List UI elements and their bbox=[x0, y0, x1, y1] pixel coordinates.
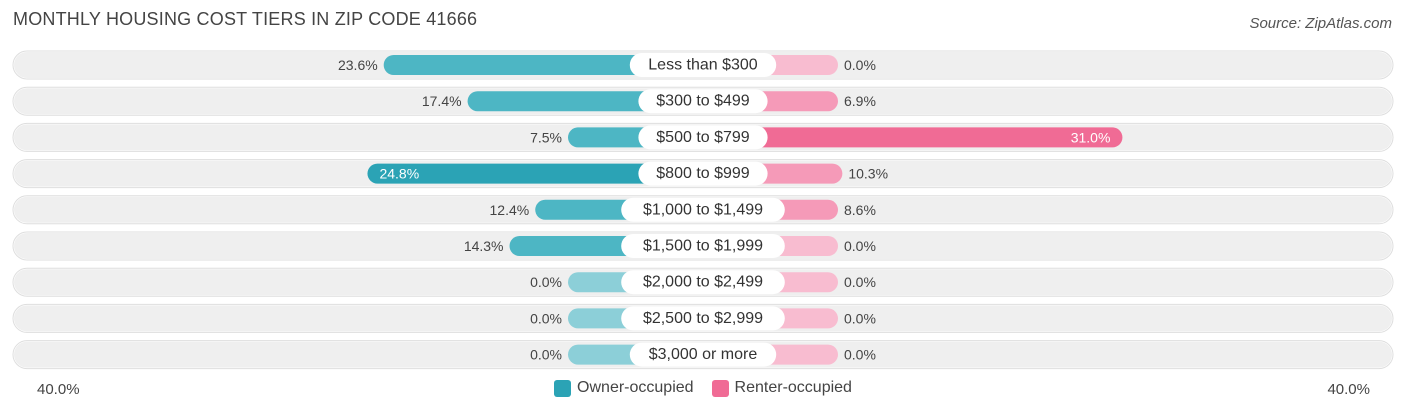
legend-owner-label: Owner-occupied bbox=[577, 379, 694, 396]
category-label: Less than $300 bbox=[648, 57, 758, 74]
axis-left-label: 40.0% bbox=[37, 381, 80, 398]
category-label-pill bbox=[638, 125, 768, 150]
legend-owner: Owner-occupied bbox=[554, 379, 694, 397]
legend-renter-label: Renter-occupied bbox=[734, 379, 852, 396]
renter-bar bbox=[703, 127, 1123, 148]
owner-bar bbox=[383, 55, 703, 75]
legend-owner-swatch bbox=[554, 379, 572, 397]
renter-value-label: 31.0% bbox=[1071, 129, 1111, 145]
axis-right-label: 40.0% bbox=[1327, 381, 1370, 398]
owner-value-label: 12.4% bbox=[490, 202, 530, 218]
renter-value-label: 0.0% bbox=[844, 238, 876, 254]
owner-value-label: 0.0% bbox=[530, 310, 562, 326]
renter-value-label: 8.6% bbox=[844, 202, 876, 218]
owner-value-label: 17.4% bbox=[422, 93, 462, 109]
category-label-pill bbox=[638, 161, 768, 186]
owner-value-label: 14.3% bbox=[464, 238, 504, 254]
owner-value-label: 7.5% bbox=[530, 129, 562, 145]
category-label-pill bbox=[629, 53, 777, 77]
owner-value-label: 24.8% bbox=[379, 166, 419, 182]
owner-value-label: 23.6% bbox=[338, 57, 378, 73]
category-label-pill bbox=[621, 234, 785, 258]
renter-value-label: 0.0% bbox=[844, 57, 876, 73]
category-label-pill bbox=[638, 89, 768, 114]
category-label: $300 to $499 bbox=[656, 93, 750, 110]
category-label-pill bbox=[621, 306, 785, 331]
renter-value-label: 0.0% bbox=[844, 274, 876, 290]
category-label: $1,000 to $1,499 bbox=[643, 201, 763, 218]
legend-renter-swatch bbox=[711, 379, 729, 397]
category-label: $500 to $799 bbox=[656, 129, 750, 146]
owner-value-label: 0.0% bbox=[530, 274, 562, 290]
category-label-pill bbox=[621, 270, 785, 295]
category-label: $1,500 to $1,999 bbox=[643, 238, 763, 255]
legend-renter: Renter-occupied bbox=[711, 379, 852, 397]
legend: Owner-occupied Renter-occupied bbox=[0, 379, 1406, 397]
owner-bar bbox=[367, 163, 703, 184]
category-label: $800 to $999 bbox=[656, 165, 750, 182]
category-label-pill bbox=[629, 342, 777, 367]
chart-title: MONTHLY HOUSING COST TIERS IN ZIP CODE 4… bbox=[13, 9, 478, 29]
category-label-pill bbox=[621, 197, 785, 222]
renter-value-label: 0.0% bbox=[844, 347, 876, 363]
category-label: $3,000 or more bbox=[649, 346, 758, 363]
category-label: $2,500 to $2,999 bbox=[643, 310, 763, 327]
chart-source: Source: ZipAtlas.com bbox=[1249, 15, 1392, 32]
category-label: $2,000 to $2,499 bbox=[643, 274, 763, 291]
owner-value-label: 0.0% bbox=[530, 347, 562, 363]
renter-value-label: 10.3% bbox=[848, 166, 888, 182]
renter-value-label: 6.9% bbox=[844, 93, 876, 109]
renter-value-label: 0.0% bbox=[844, 310, 876, 326]
